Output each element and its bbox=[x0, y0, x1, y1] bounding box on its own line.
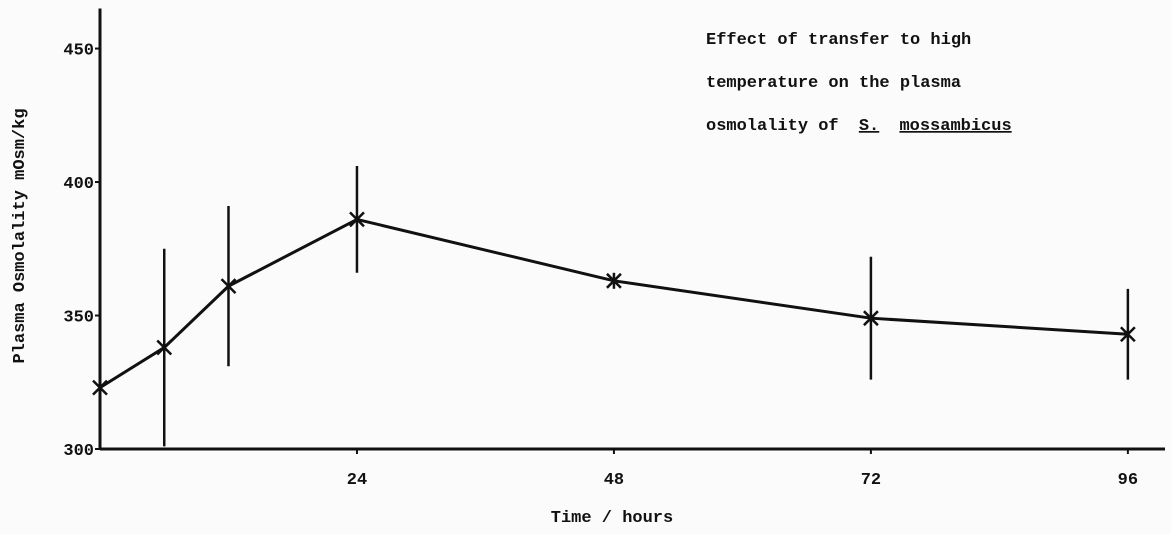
data-line bbox=[99, 217, 1128, 389]
chart-title: osmolality of S. mossambicus bbox=[706, 117, 1012, 136]
data-point bbox=[863, 310, 879, 327]
y-tick-label: 300 bbox=[63, 442, 94, 461]
y-tick-label: 400 bbox=[63, 175, 94, 194]
data-point bbox=[220, 278, 237, 295]
data-point bbox=[606, 272, 622, 289]
chart-title: mossambicus bbox=[899, 117, 1011, 136]
x-tick-label: 96 bbox=[1118, 471, 1138, 490]
x-tick-label: 24 bbox=[347, 471, 367, 490]
data-point bbox=[349, 211, 365, 228]
x-axis-label: Time / hours bbox=[551, 509, 673, 528]
chart-title: Effect of transfer to high bbox=[706, 31, 971, 50]
data-point bbox=[1119, 326, 1136, 343]
y-tick-label: 450 bbox=[63, 42, 94, 61]
data-point bbox=[92, 379, 108, 396]
chart-title: S. bbox=[859, 117, 879, 136]
y-tick-label: 350 bbox=[63, 309, 94, 328]
chart-title: osmolality of bbox=[706, 117, 839, 136]
chart-title: temperature on the plasma bbox=[706, 74, 961, 93]
data-point bbox=[156, 339, 173, 356]
x-tick-label: 72 bbox=[861, 471, 881, 490]
y-axis-label: Plasma Osmolality mOsm/kg bbox=[11, 108, 30, 363]
x-tick-label: 48 bbox=[604, 471, 624, 490]
